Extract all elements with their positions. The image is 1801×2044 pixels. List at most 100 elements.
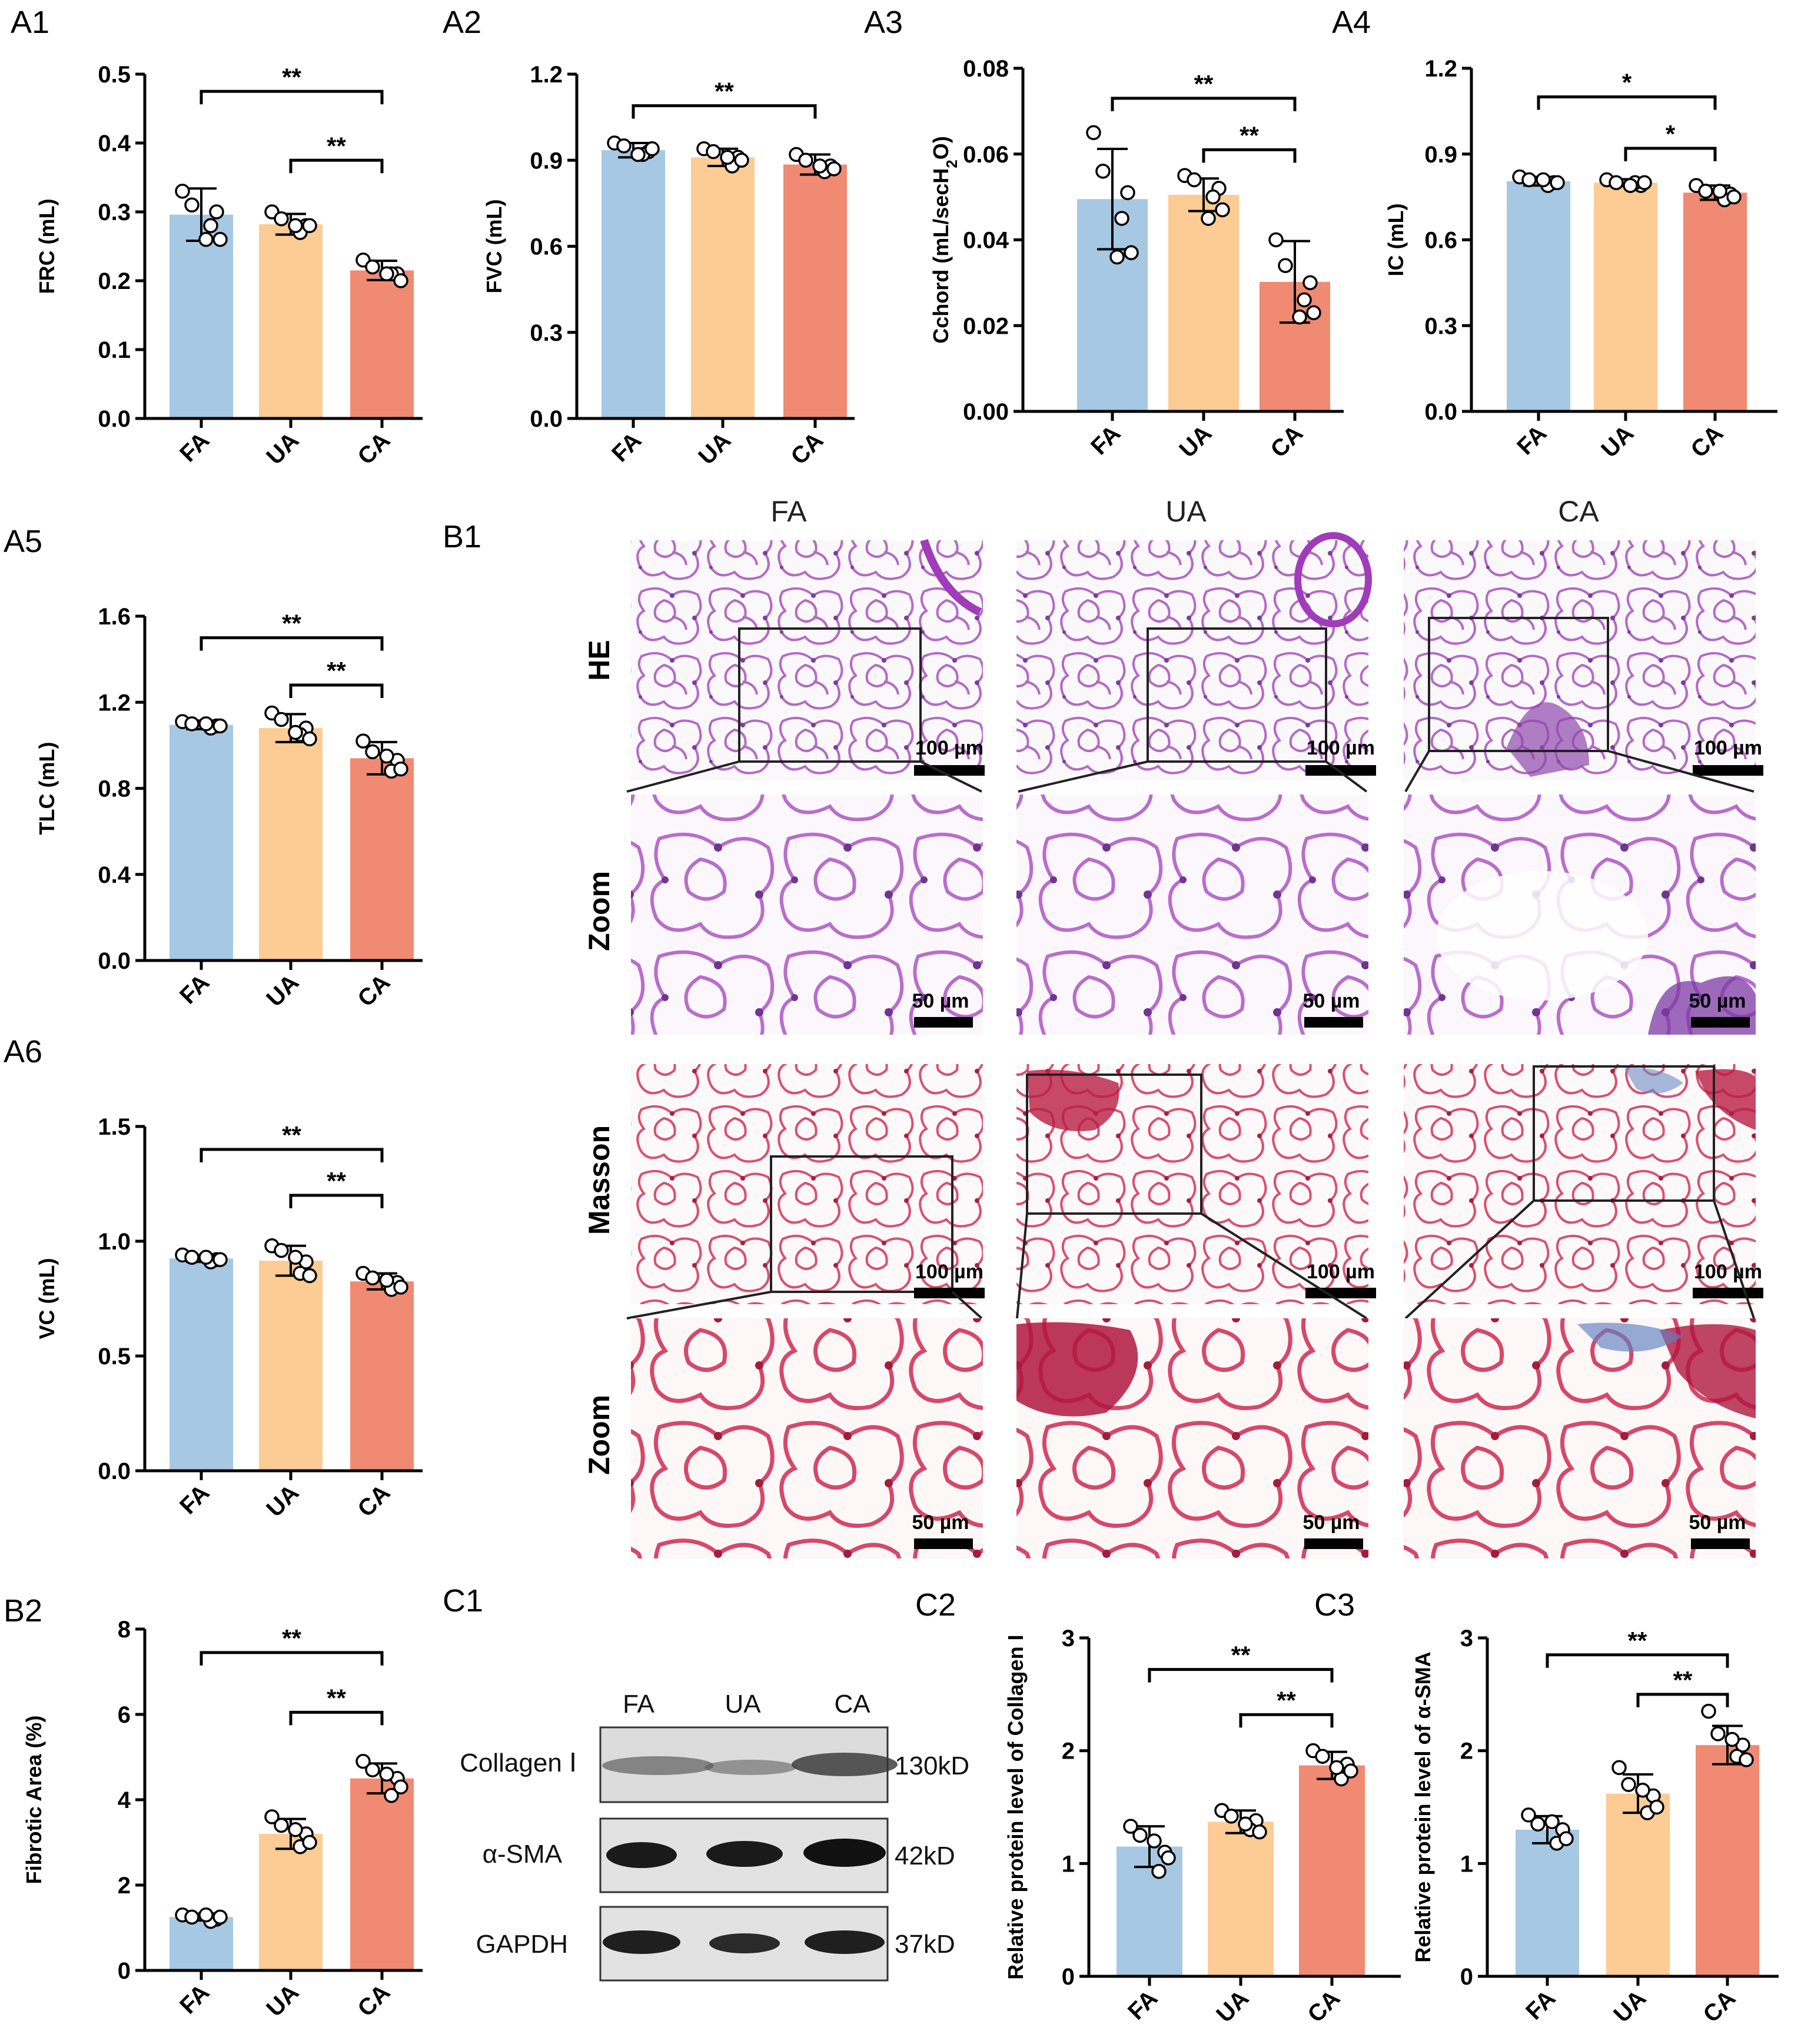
significance-label: ** [1628, 1627, 1647, 1654]
bar-ua [1208, 1822, 1274, 1976]
y-tick-label: 0.0 [1424, 399, 1457, 425]
significance-label: * [1622, 69, 1632, 97]
y-tick-label: 0 [1460, 1964, 1473, 1990]
scale-label-masson-ua: 100 µm [1307, 1261, 1375, 1283]
blot-size-alpha-sma: 42kD [895, 1842, 955, 1870]
masson-zoom-dense-ca [1660, 1324, 1756, 1418]
blot-band-gapdh-fa [603, 1930, 680, 1954]
panel-label-b2: B2 [4, 1593, 42, 1628]
y-axis-title: VC (mL) [35, 1258, 59, 1340]
significance-bracket [200, 1651, 384, 1666]
data-point [1621, 1777, 1636, 1792]
scale-bar-he-ca [1693, 765, 1763, 776]
x-category-label: FA [607, 427, 646, 467]
masson-dense-ca [1695, 1069, 1756, 1130]
x-category-label: CA [353, 1480, 395, 1522]
y-tick-label: 0.0 [530, 406, 563, 432]
y-tick-label: 0 [1062, 1964, 1075, 1990]
bar-fa [1507, 181, 1570, 411]
data-point [798, 152, 813, 168]
x-category-label: UA [261, 427, 304, 470]
x-category-label: FA [175, 1480, 214, 1519]
data-point [1086, 125, 1101, 141]
histology-col-ca: CA [1558, 495, 1599, 528]
data-point [379, 1766, 394, 1782]
x-category-label: UA [1174, 420, 1217, 463]
zoom-line [1404, 750, 1430, 793]
bar-ua [1168, 194, 1239, 411]
y-tick-label: 0 [118, 1958, 131, 1984]
data-point [1635, 1783, 1650, 1798]
data-point [365, 744, 380, 760]
data-point [1187, 172, 1202, 188]
panel-label-a2: A2 [443, 5, 481, 40]
data-point [734, 152, 749, 168]
data-point [1521, 1807, 1536, 1823]
blot-band-alpha-sma-fa [606, 1842, 677, 1868]
x-category-label: FA [1123, 1985, 1162, 2025]
data-point [274, 1817, 289, 1833]
significance-label: ** [1240, 121, 1259, 149]
data-point [212, 1252, 228, 1267]
blot-label-alpha-sma: α-SMA [483, 1840, 563, 1869]
data-point [302, 731, 317, 747]
masson-image-fa [631, 1064, 983, 1304]
data-point [1315, 1749, 1330, 1764]
data-point [1536, 172, 1551, 188]
significance-bracket [1636, 1693, 1729, 1707]
x-category-label: UA [1211, 1985, 1254, 2028]
data-point [198, 716, 214, 732]
significance-label: ** [1277, 1686, 1296, 1714]
data-point [302, 1268, 317, 1284]
he-zoom-image-fa [631, 795, 983, 1035]
data-point [379, 266, 394, 282]
bar-fa [170, 214, 233, 418]
significance-bracket [200, 89, 384, 105]
data-point [1739, 1752, 1754, 1767]
scale-bar-masson-ca [1693, 1288, 1763, 1298]
y-tick-label: 0.04 [963, 228, 1009, 254]
data-point [812, 158, 828, 174]
data-point [302, 218, 317, 234]
significance-bracket [1111, 97, 1297, 112]
x-category-label: CA [353, 427, 395, 470]
he-dense-ca [1507, 702, 1589, 777]
x-category-label: CA [1686, 420, 1728, 463]
data-point [212, 1909, 228, 1925]
bar-ca [350, 758, 414, 960]
histology-row-he: HE [583, 640, 616, 680]
y-axis-title: Relative protein level of α-SMA [1411, 1651, 1435, 1962]
zoom-line [1018, 760, 1148, 793]
data-point [1278, 258, 1293, 273]
masson-inset-box-ca [1533, 1065, 1715, 1202]
y-tick-label: 0.3 [530, 320, 563, 346]
data-point [1302, 275, 1318, 291]
data-point [1268, 232, 1284, 248]
data-point [393, 761, 408, 777]
scale-label-he-zoom-fa: 50 µm [912, 990, 969, 1012]
significance-label: ** [327, 1684, 346, 1711]
scale-label-masson-zoom-ca: 50 µm [1689, 1511, 1746, 1534]
x-category-label: CA [1698, 1985, 1740, 2028]
data-point [288, 218, 303, 234]
scale-label-he-zoom-ua: 50 µm [1302, 990, 1360, 1012]
data-point [1726, 189, 1742, 205]
y-axis-title: IC (mL) [1384, 204, 1408, 277]
bar-fa [1516, 1829, 1579, 1976]
y-tick-label: 0.3 [98, 200, 131, 225]
blot-label-gapdh: GAPDH [476, 1930, 568, 1959]
data-point [1095, 164, 1111, 179]
data-point [393, 273, 408, 288]
bar-fa [170, 724, 233, 960]
significance-label: ** [1673, 1666, 1693, 1694]
significance-bracket [1239, 1713, 1334, 1728]
significance-label: ** [282, 610, 301, 637]
data-point [175, 184, 190, 199]
blot-size-gapdh: 37kD [895, 1930, 955, 1959]
chart-c2-collagen: 0 1 2 3 FA UA CA Relative protein level of Coll… [1003, 1626, 1401, 2028]
data-point [365, 259, 380, 275]
significance-label: ** [1231, 1641, 1251, 1669]
data-point [1252, 1824, 1267, 1840]
data-point [1637, 175, 1652, 191]
